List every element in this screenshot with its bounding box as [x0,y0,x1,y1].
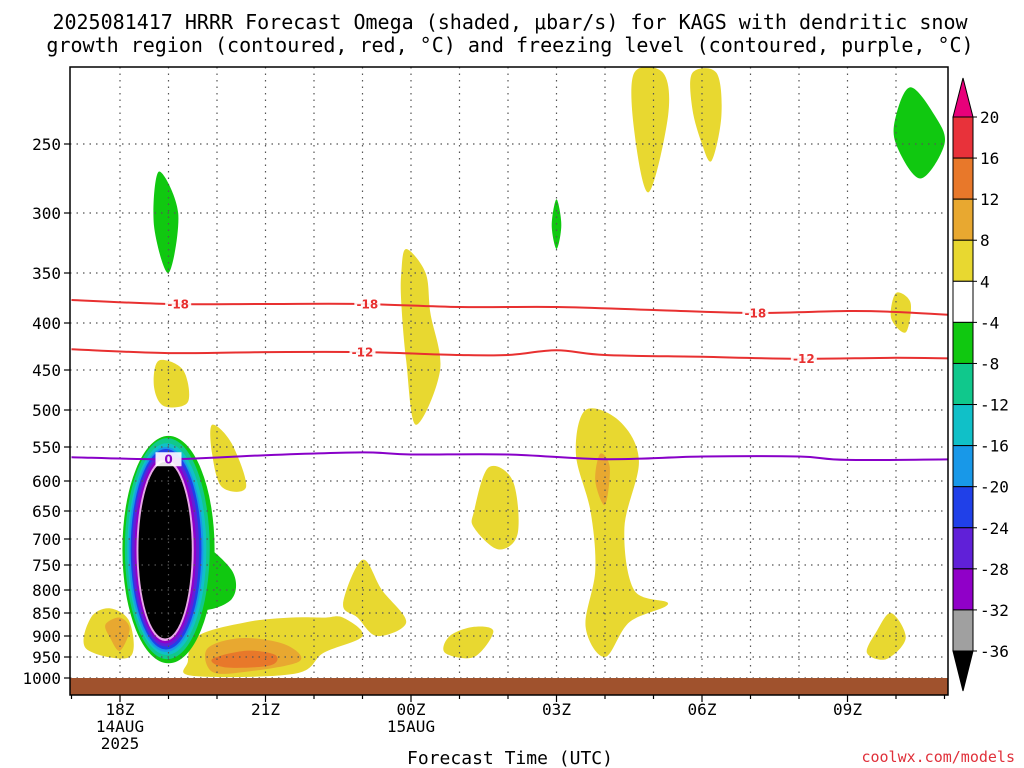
y-tick-label-450: 450 [32,361,61,380]
omega-region-8-15 [105,617,130,651]
contour-label-bg [742,305,769,320]
y-tick-label-800: 800 [32,581,61,600]
colorbar-segment-6 [952,362,974,406]
x-tick-label-0-1: 14AUG [96,717,144,736]
y-tick-label-750: 750 [32,556,61,575]
colorbar-label-1: 16 [980,149,999,168]
colorbar-segment-1 [952,157,974,200]
contour-label--18: -18 [745,306,767,320]
colorbar-segment-10 [952,527,974,570]
colorbar-label-6: -8 [980,354,999,373]
surface-terrain-band [70,678,948,695]
plot-area: -18 -18 -18 -12 -12 0 [69,66,949,696]
colorbar-label-4: 4 [980,272,990,291]
omega-region-8-16 [595,453,610,506]
x-tick-label-3-0: 21Z [251,700,280,719]
x-tick-label-0-2: 2025 [101,734,140,753]
colorbar-segment-9 [952,486,974,529]
axes: 250 300 350 400 450 500 550 600 650 700 750 800 850 9… [22,135,946,753]
y-tick-label-900: 900 [32,627,61,646]
colorbar-label-3: 8 [980,231,990,250]
credit-text: coolwx.com/models [861,748,1015,766]
y-tick-label-1000: 1000 [22,669,61,688]
y-tick-label-400: 400 [32,314,61,333]
colorbar-bottom-arrow [952,650,974,692]
colorbar-segment-12 [952,609,974,652]
x-tick-label-9-0: 03Z [542,700,571,719]
colorbar-label-5: -4 [980,313,999,332]
contour-label--12: -12 [793,352,815,366]
chart-title-line-1: 2025081417 HRRR Forecast Omega (shaded, … [52,10,968,34]
y-tick-label-500: 500 [32,401,61,420]
chart-title-line-2: growth region (contoured, red, °C) and f… [46,33,973,57]
omega-core--40 [138,461,192,639]
x-tick-label-6-1: 15AUG [387,717,435,736]
y-tick-label-250: 250 [32,135,61,154]
colorbar-segment-5 [952,321,974,364]
plot-frame [69,66,949,696]
contour-label-bg [155,452,182,467]
omega-region-4-8 [343,559,407,637]
contour-label--18: -18 [357,298,379,312]
x-tick-label-15-0: 09Z [833,700,862,719]
colorbar-label-9: -20 [980,478,1009,497]
colorbar-label-10: -24 [980,519,1009,538]
colorbar: 20 16 12 8 4 -4 -8 -12 -16 -20 -24 -28 -32 -36 [952,77,1009,692]
omega-region-4-4 [575,408,669,658]
contour-line--12 [71,348,948,360]
omega-region-4-2 [400,249,441,425]
colorbar-segment-0 [952,116,974,159]
colorbar-segment-3 [952,239,974,282]
omega-region-4-5 [471,465,519,550]
omega-region-4-7 [210,424,247,492]
x-axis-label: Forecast Time (UTC) [407,748,613,768]
y-tick-label-700: 700 [32,530,61,549]
colorbar-segment-8 [952,445,974,488]
x-tick-label-6-0: 00Z [397,700,426,719]
x-tick-label-0-0: 18Z [106,700,135,719]
omega-region-12-14 [211,650,278,668]
omega-region--4-17 [153,171,179,274]
contour-label-bg [165,297,192,311]
y-tick-label-550: 550 [32,438,61,457]
y-tick-label-950: 950 [32,648,61,667]
contour-label--18: -18 [167,298,189,312]
omega-region-4-12 [866,612,906,660]
omega-region-4-0 [690,68,722,162]
colorbar-label-7: -12 [980,396,1009,415]
y-tick-label-850: 850 [32,604,61,623]
colorbar-segment-2 [952,198,974,241]
contour-label-bg [790,351,817,366]
contour-line-0 [71,451,948,462]
y-tick-label-350: 350 [32,264,61,283]
contour-label-bg [354,297,381,312]
colorbar-label-2: 12 [980,190,999,209]
contour-label-bg [349,345,376,360]
omega-region-4-9 [443,626,494,659]
y-tick-label-300: 300 [32,204,61,223]
colorbar-label-13: -36 [980,642,1009,661]
contour-label--12: -12 [352,346,374,360]
contour-label-0: 0 [164,453,172,467]
colorbar-segment-11 [952,568,974,611]
colorbar-label-11: -28 [980,560,1009,579]
y-tick-label-600: 600 [32,472,61,491]
omega-region-4-6 [153,359,190,408]
contour-line--18 [71,299,948,316]
colorbar-top-arrow [952,77,974,118]
colorbar-segment-4 [952,280,974,323]
omega-region-4-1 [631,67,670,193]
y-tick-label-650: 650 [32,502,61,521]
colorbar-segment-7 [952,404,974,447]
colorbar-label-12: -32 [980,601,1009,620]
colorbar-label-8: -16 [980,437,1009,456]
x-tick-label-12-0: 06Z [688,700,717,719]
omega-region--4-19 [893,87,946,179]
colorbar-label-0: 20 [980,108,999,127]
